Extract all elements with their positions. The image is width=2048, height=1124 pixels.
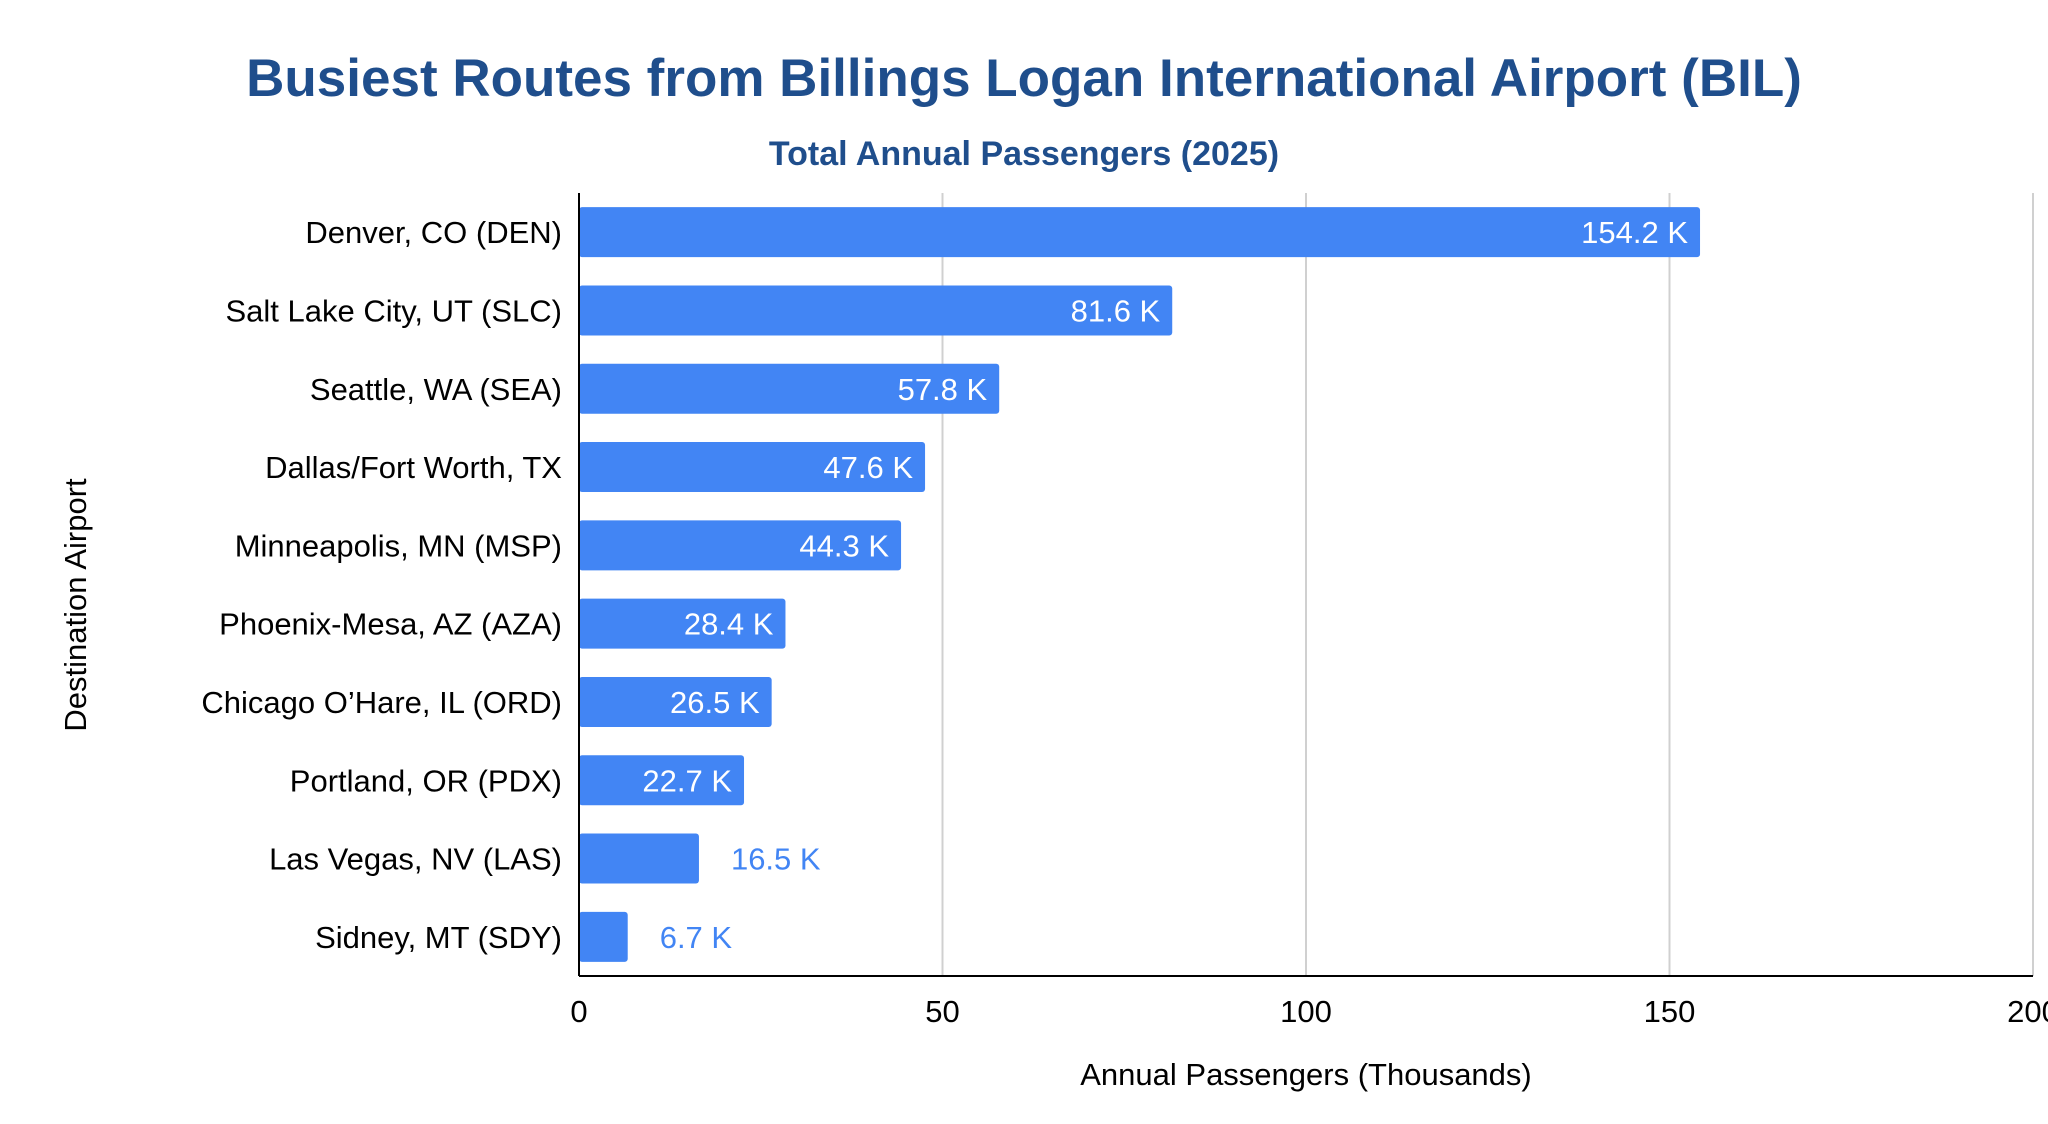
data-label: 47.6 K bbox=[823, 450, 913, 485]
y-axis-title: Destination Airport bbox=[58, 478, 93, 732]
bar bbox=[579, 520, 902, 571]
x-tick-labels: 0 50 100 150 200 bbox=[570, 994, 2048, 1029]
data-label: 81.6 K bbox=[1071, 293, 1161, 328]
bar bbox=[579, 755, 745, 806]
x-tick-label: 200 bbox=[2007, 994, 2048, 1029]
bar bbox=[579, 207, 1701, 258]
chart-subtitle: Total Annual Passengers (2025) bbox=[769, 135, 1279, 173]
data-label: 44.3 K bbox=[799, 528, 889, 563]
data-label: 6.7 K bbox=[660, 920, 733, 955]
data-labels: 154.2 K 81.6 K 57.8 K 47.6 K 44.3 K 28.4 K 26.… bbox=[642, 215, 1688, 955]
bar bbox=[579, 363, 1000, 414]
bar bbox=[579, 833, 699, 884]
category-label: Salt Lake City, UT (SLC) bbox=[225, 293, 562, 328]
data-label: 154.2 K bbox=[1581, 215, 1688, 250]
gridlines bbox=[941, 193, 2034, 976]
category-label: Sidney, MT (SDY) bbox=[315, 920, 562, 955]
y-tick-labels: Denver, CO (DEN) Salt Lake City, UT (SLC)… bbox=[201, 215, 562, 955]
bar bbox=[579, 442, 926, 493]
category-label: Seattle, WA (SEA) bbox=[310, 372, 562, 407]
data-label: 26.5 K bbox=[670, 685, 760, 720]
bar bbox=[579, 598, 786, 649]
category-label: Phoenix-Mesa, AZ (AZA) bbox=[219, 607, 562, 642]
x-tick-label: 150 bbox=[1644, 994, 1696, 1029]
x-tick-label: 100 bbox=[1280, 994, 1332, 1029]
category-label: Dallas/Fort Worth, TX bbox=[265, 450, 562, 485]
data-label: 57.8 K bbox=[898, 372, 988, 407]
x-axis-title: Annual Passengers (Thousands) bbox=[1080, 1057, 1531, 1092]
category-label: Las Vegas, NV (LAS) bbox=[269, 842, 562, 877]
data-label: 16.5 K bbox=[731, 842, 821, 877]
data-label: 22.7 K bbox=[642, 763, 732, 798]
bars bbox=[579, 207, 1701, 962]
category-label: Chicago O’Hare, IL (ORD) bbox=[201, 685, 562, 720]
bar bbox=[579, 285, 1173, 336]
chart-title: Busiest Routes from Billings Logan Inter… bbox=[246, 49, 1802, 108]
category-label: Portland, OR (PDX) bbox=[290, 763, 562, 798]
category-label: Denver, CO (DEN) bbox=[305, 215, 562, 250]
bar bbox=[579, 676, 772, 727]
category-label: Minneapolis, MN (MSP) bbox=[235, 528, 562, 563]
x-tick-label: 0 bbox=[570, 994, 587, 1029]
bar bbox=[579, 911, 628, 962]
data-label: 28.4 K bbox=[684, 607, 774, 642]
x-tick-label: 50 bbox=[925, 994, 959, 1029]
